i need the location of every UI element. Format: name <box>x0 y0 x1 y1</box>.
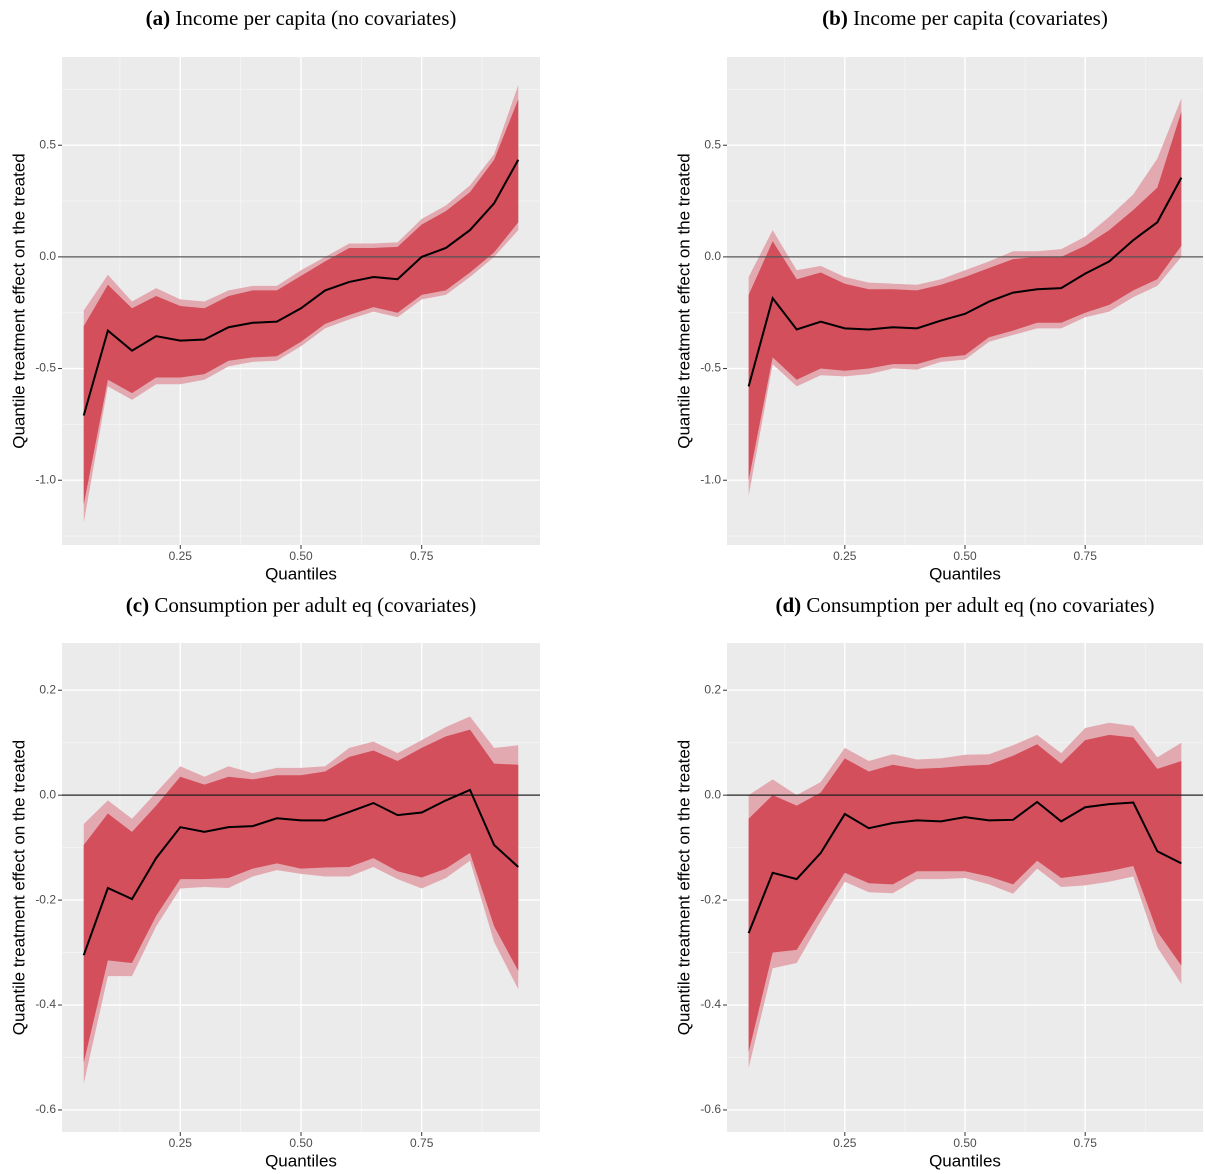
y-tick-label: 0.5 <box>39 137 56 151</box>
y-tick-label: 0.0 <box>39 787 56 801</box>
x-axis-label: Quantiles <box>929 1151 1001 1170</box>
x-axis-label: Quantiles <box>929 564 1001 583</box>
x-tick-label: 0.25 <box>169 1136 193 1150</box>
panel-title-text: Consumption per adult eq (no covariates) <box>806 593 1154 617</box>
y-tick-label: 0.0 <box>704 249 721 263</box>
estimate-line <box>747 177 1183 387</box>
y-tick-label: -0.6 <box>35 1102 56 1116</box>
panel-title: (c) Consumption per adult eq (covariates… <box>126 593 476 617</box>
y-tick-label: -0.2 <box>700 892 721 906</box>
x-tick-label: 0.50 <box>953 549 977 563</box>
x-tick-label: 0.75 <box>410 549 434 563</box>
y-axis-label: Quantile treatment effect on the treated <box>674 740 693 1035</box>
estimate-line <box>82 788 519 956</box>
panel-label: (c) <box>126 593 149 617</box>
y-axis-label: Quantile treatment effect on the treated <box>9 740 28 1035</box>
estimate-line <box>747 800 1182 934</box>
panel-label: (d) <box>775 593 801 617</box>
y-tick-label: -0.5 <box>700 361 721 375</box>
x-tick-label: 0.25 <box>833 1136 857 1150</box>
x-tick-label: 0.75 <box>1074 549 1098 563</box>
panel-title: (b) Income per capita (covariates) <box>822 6 1108 30</box>
y-tick-label: 0.2 <box>704 682 721 696</box>
panel-label: (a) <box>146 6 171 30</box>
x-tick-label: 0.50 <box>289 549 313 563</box>
x-tick-label: 0.75 <box>1074 1136 1098 1150</box>
y-tick-label: 0.0 <box>39 249 56 263</box>
panel-label: (b) <box>822 6 848 30</box>
x-tick-label: 0.25 <box>833 549 857 563</box>
y-tick-label: -0.6 <box>700 1102 721 1116</box>
x-tick-label: 0.50 <box>953 1136 977 1150</box>
x-axis-label: Quantiles <box>265 1151 337 1170</box>
y-tick-label: -1.0 <box>700 472 721 486</box>
y-tick-label: 0.0 <box>704 787 721 801</box>
x-axis-label: Quantiles <box>265 564 337 583</box>
inner-band <box>83 99 519 505</box>
y-tick-label: -1.0 <box>35 472 56 486</box>
y-tick-label: 0.5 <box>704 137 721 151</box>
x-tick-label: 0.25 <box>169 549 193 563</box>
y-tick-label: 0.2 <box>39 682 56 696</box>
y-tick-label: -0.5 <box>35 361 56 375</box>
panel-title-text: Income per capita (covariates) <box>853 6 1108 30</box>
panel-title: (a) Income per capita (no covariates) <box>146 6 457 30</box>
estimate-line <box>82 159 520 416</box>
y-axis-label: Quantile treatment effect on the treated <box>674 153 693 448</box>
y-tick-label: -0.4 <box>35 997 56 1011</box>
panel-title: (d) Consumption per adult eq (no covaria… <box>775 593 1154 617</box>
panel-title-text: Consumption per adult eq (covariates) <box>154 593 476 617</box>
y-tick-label: -0.4 <box>700 997 721 1011</box>
x-tick-label: 0.50 <box>289 1136 313 1150</box>
inner-band <box>748 111 1182 481</box>
y-tick-label: -0.2 <box>35 892 56 906</box>
panel-title-text: Income per capita (no covariates) <box>175 6 456 30</box>
x-tick-label: 0.75 <box>410 1136 434 1150</box>
y-axis-label: Quantile treatment effect on the treated <box>9 153 28 448</box>
